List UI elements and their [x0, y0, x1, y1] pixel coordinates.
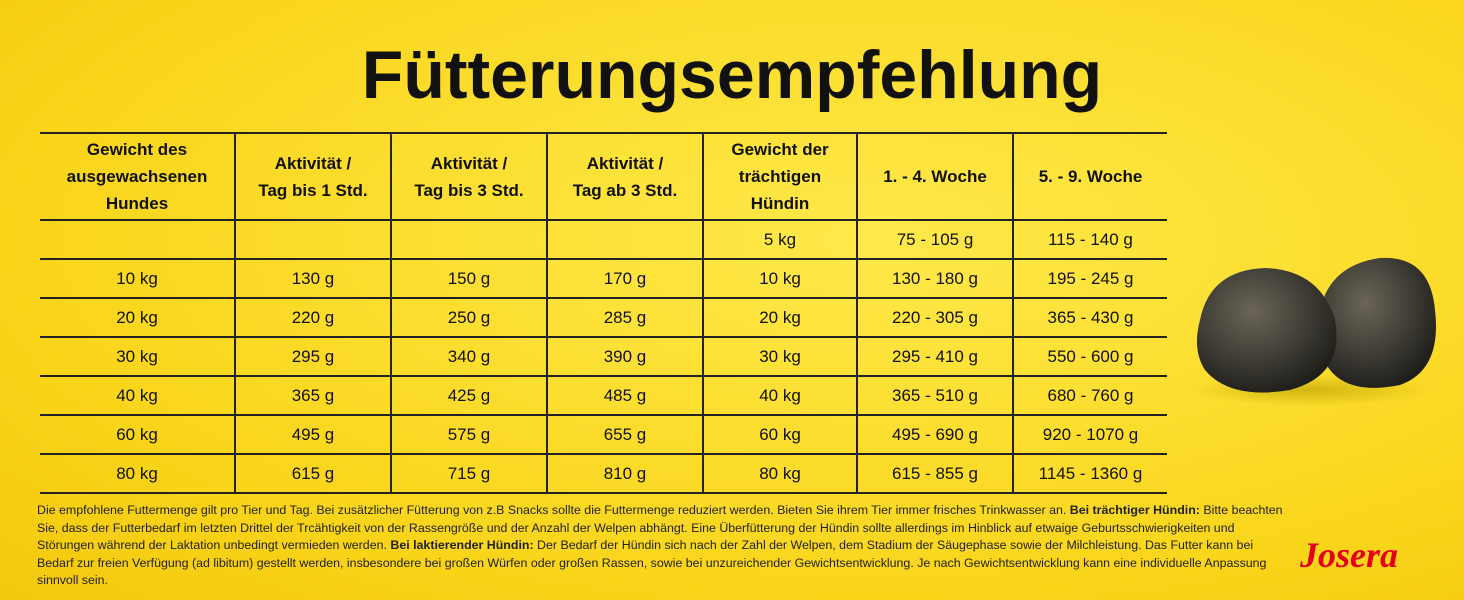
cell: 495 - 690 g	[856, 415, 1013, 455]
cell: 340 g	[390, 337, 547, 377]
cell: 5 kg	[702, 220, 857, 260]
cell: 575 g	[390, 415, 547, 455]
cell: 80 kg	[702, 454, 857, 494]
header-line: Aktivität /	[586, 153, 664, 173]
cell: 495 g	[234, 415, 391, 455]
cell: 220 - 305 g	[856, 298, 1013, 338]
header-line: Aktivität /	[430, 153, 508, 173]
table-row: 30 kg 295 g 340 g 390 g 30 kg 295 - 410 g 550 …	[40, 337, 1167, 377]
header-cell: 5. - 9. Woche	[1012, 132, 1167, 221]
table-row: 20 kg 220 g 250 g 285 g 20 kg 220 - 305 g 365 …	[40, 298, 1167, 338]
cell: 20 kg	[40, 298, 235, 338]
footnote-part: Bitte beachten Sie, dass der Futterbedar…	[37, 503, 1283, 552]
cell: 30 kg	[40, 337, 235, 377]
table-row: 60 kg 495 g 575 g 655 g 60 kg 495 - 690 g 920 …	[40, 415, 1167, 455]
header-cell: Gewicht der trächtigen Hündin	[702, 132, 857, 221]
cell: 655 g	[546, 415, 703, 455]
logo: Josera	[1300, 535, 1398, 575]
cell: 80 kg	[40, 454, 235, 494]
cell: 365 - 510 g	[856, 376, 1013, 416]
cell: 130 - 180 g	[856, 259, 1013, 299]
cell: 170 g	[546, 259, 703, 299]
cell: 130 g	[234, 259, 391, 299]
cell: 810 g	[546, 454, 703, 494]
cell: 615 - 855 g	[856, 454, 1013, 494]
kibble-image	[1190, 257, 1436, 406]
header-line: Hundes	[105, 194, 169, 213]
cell: 1145 - 1360 g	[1012, 454, 1167, 494]
cell: 550 - 600 g	[1012, 337, 1167, 377]
header-line: ausgewachsenen	[66, 167, 208, 186]
cell: 40 kg	[702, 376, 857, 416]
cell: 75 - 105 g	[856, 220, 1013, 260]
header-cell: Aktivität / Tag bis 1 Std.	[234, 132, 391, 221]
footnote-part: Bei trächtiger Hündin:	[1069, 503, 1200, 517]
cell: 390 g	[546, 337, 703, 377]
cell: 485 g	[546, 376, 703, 416]
header-line: Tag ab 3 Std.	[572, 180, 678, 200]
header-cell: Gewicht des ausgewachsenen Hundes	[40, 132, 235, 221]
header-line: 5. - 9. Woche	[1038, 167, 1143, 186]
cell: 220 g	[234, 298, 391, 338]
cell: 40 kg	[40, 376, 235, 416]
empty-cell	[546, 220, 703, 260]
cell: 715 g	[390, 454, 547, 494]
cell: 195 - 245 g	[1012, 259, 1167, 299]
header-line: Hündin	[750, 194, 810, 213]
table-row: 5 kg 75 - 105 g 115 - 140 g	[40, 220, 1167, 260]
cell: 285 g	[546, 298, 703, 338]
footnote-part: Bei laktierender Hündin:	[390, 538, 534, 552]
cell: 20 kg	[702, 298, 857, 338]
cell: 150 g	[390, 259, 547, 299]
cell: 365 g	[234, 376, 391, 416]
table-row: 40 kg 365 g 425 g 485 g 40 kg 365 - 510 g 680 …	[40, 376, 1167, 416]
header-line: Aktivität /	[274, 153, 352, 173]
title: Fütterungsempfehlung	[361, 37, 1103, 113]
footnote-part: Die empfohlene Futtermenge gilt pro Tier…	[37, 503, 1070, 517]
empty-cell	[234, 220, 391, 260]
empty-cell	[40, 220, 235, 260]
footnote-part: Der Bedarf der Hündin sich nach der Zahl…	[37, 538, 1267, 587]
cell: 365 - 430 g	[1012, 298, 1167, 338]
header-line: trächtigen	[738, 167, 822, 186]
cell: 60 kg	[702, 415, 857, 455]
cell: 115 - 140 g	[1012, 220, 1167, 260]
cell: 680 - 760 g	[1012, 376, 1167, 416]
footnote: Die empfohlene Futtermenge gilt pro Tier…	[37, 502, 1287, 590]
header-cell: 1. - 4. Woche	[856, 132, 1013, 221]
cell: 250 g	[390, 298, 547, 338]
feeding-table: Gewicht des ausgewachsenen Hundes Aktivität…	[40, 132, 1167, 494]
cell: 30 kg	[702, 337, 857, 377]
cell: 10 kg	[40, 259, 235, 299]
empty-cell	[390, 220, 547, 260]
cell: 615 g	[234, 454, 391, 494]
cell: 10 kg	[702, 259, 857, 299]
cell: 425 g	[390, 376, 547, 416]
cell: 920 - 1070 g	[1012, 415, 1167, 455]
cell: 60 kg	[40, 415, 235, 455]
table-row: 80 kg 615 g 715 g 810 g 80 kg 615 - 855 g 1145…	[40, 454, 1167, 494]
header-line: Tag bis 3 Std.	[414, 180, 524, 200]
cell: 295 g	[234, 337, 391, 377]
table-row: 10 kg 130 g 150 g 170 g 10 kg 130 - 180 g 195 …	[40, 259, 1167, 299]
header-line: 1. - 4. Woche	[883, 167, 987, 186]
header-line: Tag bis 1 Std.	[258, 180, 368, 200]
header-cell: Aktivität / Tag bis 3 Std.	[390, 132, 547, 221]
cell: 295 - 410 g	[856, 337, 1013, 377]
header-line: Gewicht der	[731, 140, 829, 159]
header-line: Gewicht des	[86, 140, 188, 159]
header-cell: Aktivität / Tag ab 3 Std.	[546, 132, 703, 221]
